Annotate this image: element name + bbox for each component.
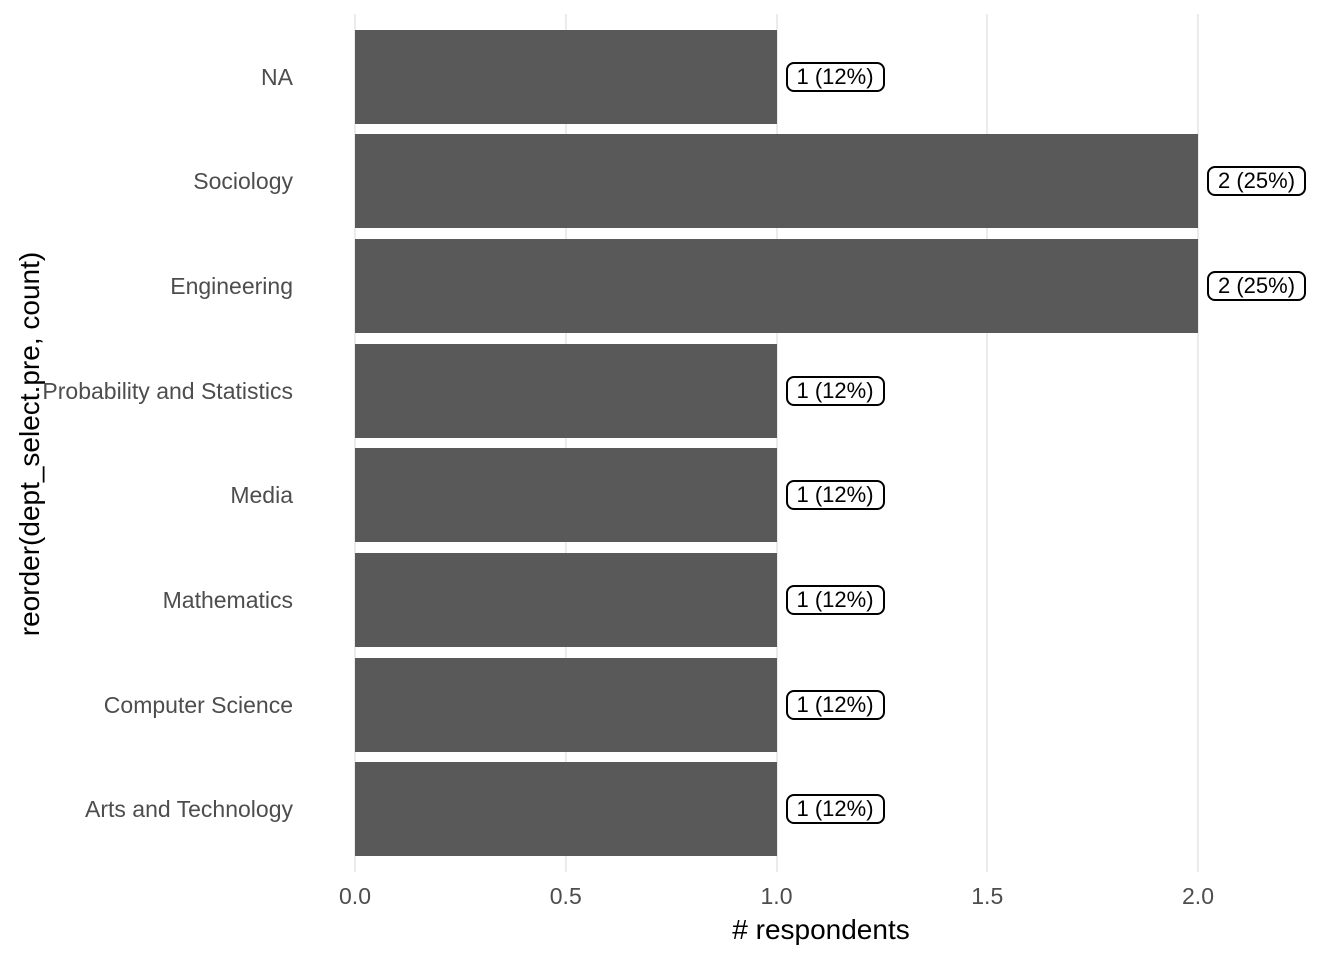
y-axis-tick-label: Mathematics bbox=[162, 586, 293, 613]
gridline bbox=[1197, 14, 1199, 872]
bar bbox=[355, 29, 777, 124]
gridline bbox=[354, 14, 356, 872]
bar-value-label: 1 (12%) bbox=[785, 480, 885, 511]
gridline bbox=[775, 14, 778, 872]
bar-value-label: 1 (12%) bbox=[785, 794, 885, 825]
bar-value-label: 2 (25%) bbox=[1207, 166, 1307, 197]
bar-value-label: 1 (12%) bbox=[785, 375, 885, 406]
bar-value-label: 1 (12%) bbox=[785, 584, 885, 615]
y-axis-tick-label: Engineering bbox=[170, 273, 293, 300]
gridline bbox=[564, 14, 567, 872]
bar bbox=[355, 552, 777, 647]
x-axis-title: # respondents bbox=[732, 914, 910, 945]
bar bbox=[355, 343, 777, 438]
gridline bbox=[986, 14, 989, 872]
x-axis-tick-label: 0.0 bbox=[339, 883, 371, 909]
x-axis-tick-label: 1.5 bbox=[971, 883, 1004, 909]
x-axis-tick-label: 2.0 bbox=[1182, 883, 1214, 909]
y-axis-tick-label: Media bbox=[230, 482, 293, 509]
bar bbox=[355, 134, 1198, 229]
y-axis-tick-label: Arts and Technology bbox=[85, 796, 293, 823]
x-axis-tick-label: 1.0 bbox=[760, 883, 793, 909]
y-axis-tick-labels: NA Sociology Engineering Probability and St… bbox=[0, 0, 293, 960]
plot-panel: 1 (12%) 2 (25%) 2 (25%) 1 (12%) 1 (12%) 1 (12… bbox=[313, 14, 1330, 872]
bar-value-label: 1 (12%) bbox=[785, 689, 885, 720]
bar-value-label: 2 (25%) bbox=[1207, 271, 1307, 302]
x-axis-tick-label: 0.5 bbox=[549, 883, 582, 909]
bar bbox=[355, 657, 777, 752]
y-axis-tick-label: Computer Science bbox=[103, 691, 293, 718]
y-axis-tick-label: NA bbox=[261, 63, 293, 90]
y-axis-tick-label: Sociology bbox=[193, 168, 293, 195]
bar-value-label: 1 (12%) bbox=[785, 61, 885, 92]
y-axis-tick-label: Probability and Statistics bbox=[42, 377, 293, 404]
bar bbox=[355, 448, 777, 543]
bar bbox=[355, 239, 1198, 334]
bar bbox=[355, 762, 777, 857]
